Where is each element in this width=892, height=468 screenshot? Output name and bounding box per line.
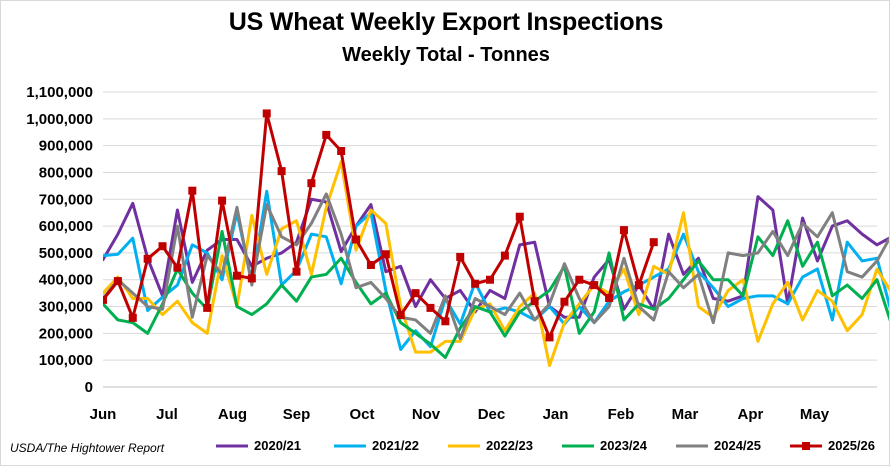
data-point-marker <box>619 226 628 235</box>
series-line-2022-23 <box>103 160 889 368</box>
legend-swatch <box>562 444 594 448</box>
x-tick-label: Jul <box>156 406 178 423</box>
y-tick-label: 900,000 <box>39 138 93 155</box>
x-tick-label: Apr <box>738 406 764 423</box>
x-tick-label: Mar <box>672 406 699 423</box>
data-point-marker <box>128 313 137 322</box>
legend-swatch <box>790 442 822 450</box>
data-point-marker <box>545 333 554 342</box>
x-tick-label: Aug <box>218 406 247 423</box>
x-tick-label: Jan <box>543 406 569 423</box>
data-point-marker <box>500 251 509 260</box>
legend-swatch <box>676 444 708 448</box>
x-tick-label: Oct <box>349 406 374 423</box>
data-point-marker <box>188 186 197 195</box>
y-tick-label: 0 <box>85 379 93 396</box>
legend-label: 2025/26 <box>828 438 875 453</box>
x-tick-label: Dec <box>478 406 506 423</box>
data-point-marker <box>322 130 331 139</box>
legend-label: 2024/25 <box>714 438 761 453</box>
y-tick-label: 600,000 <box>39 218 93 235</box>
data-point-marker <box>337 147 346 155</box>
data-point-marker <box>426 303 435 312</box>
data-point-marker <box>486 275 494 284</box>
data-point-marker <box>113 277 122 286</box>
data-point-marker <box>158 242 167 251</box>
data-point-marker <box>247 274 256 283</box>
data-point-marker <box>456 252 465 261</box>
data-point-marker <box>103 295 107 304</box>
data-point-marker <box>262 109 271 118</box>
data-point-marker <box>530 297 539 306</box>
y-tick-label: 400,000 <box>39 272 93 289</box>
legend-swatch <box>216 444 248 448</box>
y-tick-label: 100,000 <box>39 352 93 369</box>
legend-swatch <box>334 444 366 448</box>
y-tick-label: 500,000 <box>39 245 93 262</box>
data-point-marker <box>575 275 584 284</box>
data-point-marker <box>218 196 227 205</box>
y-tick-label: 1,100,000 <box>26 84 93 101</box>
x-tick-label: Nov <box>412 406 441 423</box>
data-point-marker <box>292 267 301 276</box>
data-point-marker <box>352 235 361 244</box>
y-tick-label: 700,000 <box>39 191 93 208</box>
data-point-marker <box>441 317 450 326</box>
y-tick-label: 200,000 <box>39 325 93 342</box>
series-2024-25 <box>103 192 889 341</box>
data-point-marker <box>381 250 390 259</box>
data-point-marker <box>634 281 643 290</box>
legend-marker <box>802 442 810 450</box>
y-tick-label: 800,000 <box>39 164 93 181</box>
x-tick-label: Sep <box>283 406 311 423</box>
x-tick-label: Feb <box>608 406 635 423</box>
data-point-marker <box>396 311 405 320</box>
data-point-marker <box>515 212 524 221</box>
series-line-2023-24 <box>103 219 889 359</box>
data-point-marker <box>307 179 316 188</box>
chart-title: US Wheat Weekly Export Inspections <box>228 8 664 36</box>
data-point-marker <box>649 238 658 247</box>
x-tick-label: May <box>800 406 830 423</box>
data-point-marker <box>173 263 182 272</box>
data-point-marker <box>143 254 152 263</box>
legend-swatch <box>448 444 480 448</box>
legend-label: 2023/24 <box>600 438 647 453</box>
data-point-marker <box>560 297 569 306</box>
series-line-2024-25 <box>103 192 889 341</box>
data-point-marker <box>203 303 212 312</box>
data-point-marker <box>605 293 614 302</box>
legend-label: 2020/21 <box>254 438 301 453</box>
series-2022-23 <box>103 160 889 368</box>
legend-label: 2021/22 <box>372 438 419 453</box>
y-tick-label: 300,000 <box>39 299 93 316</box>
data-point-marker <box>590 281 599 290</box>
series-2025-26 <box>103 109 658 342</box>
data-point-marker <box>411 289 420 298</box>
series-2023-24 <box>103 219 889 359</box>
x-tick-label: Jun <box>90 406 117 423</box>
data-point-marker <box>277 167 286 176</box>
chart-subtitle: Weekly Total - Tonnes <box>342 44 550 66</box>
legend-label: 2022/23 <box>486 438 533 453</box>
series-line-2025-26 <box>103 111 656 339</box>
data-point-marker <box>232 271 241 280</box>
data-point-marker <box>471 279 480 288</box>
data-point-marker <box>366 260 375 269</box>
y-tick-label: 1,000,000 <box>26 111 93 128</box>
source-note: USDA/The Hightower Report <box>10 441 165 455</box>
